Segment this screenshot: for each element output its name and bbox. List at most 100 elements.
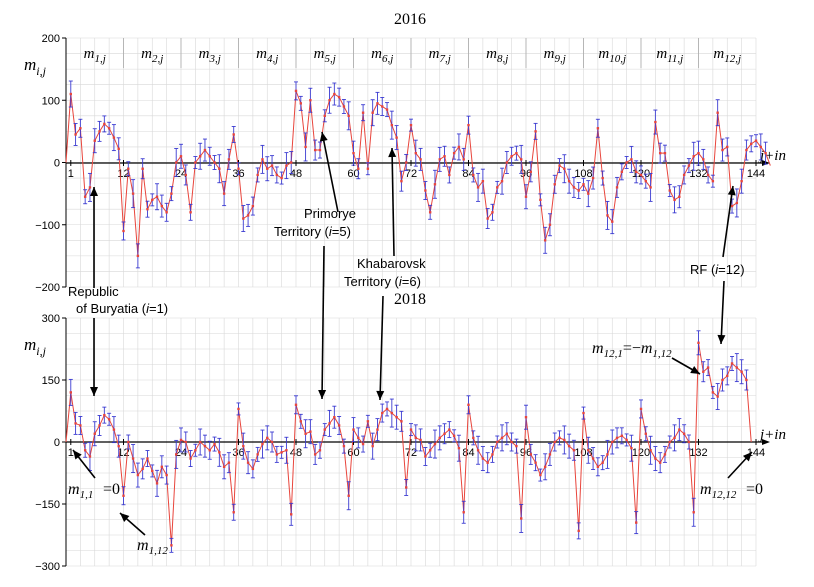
data-point <box>390 123 394 127</box>
arrow-shaft <box>722 185 734 258</box>
data-point <box>668 440 671 444</box>
data-point <box>107 127 111 130</box>
data-point <box>112 428 116 431</box>
data-point <box>615 436 619 440</box>
data-point <box>151 198 154 202</box>
data-point <box>93 432 96 435</box>
data-point <box>572 186 576 189</box>
arrow-primorye-up <box>319 131 339 213</box>
data-point <box>754 139 758 142</box>
arrow-head <box>90 187 98 196</box>
data-point <box>529 453 532 456</box>
data-point <box>414 436 417 440</box>
data-point <box>213 161 216 164</box>
data-point <box>376 102 379 105</box>
data-point <box>496 186 499 189</box>
data-point <box>294 89 298 93</box>
data-point <box>548 453 552 456</box>
data-point <box>98 130 101 133</box>
data-point <box>596 465 600 468</box>
data-point <box>107 418 111 421</box>
data-point <box>462 158 465 161</box>
arrow-head <box>742 452 752 462</box>
data-point <box>198 440 202 444</box>
data-point <box>543 239 547 242</box>
data-point <box>764 151 767 155</box>
arrow-khabarovsk-up <box>388 147 397 257</box>
data-point <box>371 444 374 448</box>
x-tick-label: 1 <box>68 447 74 459</box>
data-point <box>69 391 72 394</box>
data-point <box>405 486 408 489</box>
data-point <box>673 198 676 202</box>
data-point <box>328 422 331 425</box>
y-tick-label: 300 <box>42 313 60 325</box>
data-point <box>457 145 461 149</box>
data-point <box>127 167 130 170</box>
data-point <box>146 207 149 211</box>
data-point <box>476 449 480 452</box>
data-point <box>476 186 480 189</box>
data-point <box>663 151 667 155</box>
data-point <box>256 173 259 177</box>
data-point <box>539 198 542 202</box>
arrow-head <box>120 513 130 522</box>
data-point <box>730 362 734 365</box>
y-tick-label: −200 <box>35 282 60 294</box>
data-point <box>385 407 389 411</box>
x-axis-label: j+in <box>758 148 786 164</box>
annotation-khabarovsk: Territory (i=6) <box>344 274 421 289</box>
data-point <box>280 176 283 180</box>
arrow-head <box>376 390 385 400</box>
data-point <box>419 438 422 442</box>
data-point <box>261 158 264 161</box>
data-point <box>266 167 269 170</box>
x-tick-label: 60 <box>347 168 359 180</box>
data-point <box>457 447 461 450</box>
month-label: m9,j <box>544 46 566 65</box>
month-label: m11,j <box>656 46 683 65</box>
data-point <box>759 145 762 149</box>
chart-title: 2018 <box>394 291 426 308</box>
data-point <box>606 214 609 217</box>
data-point <box>687 164 691 167</box>
x-tick-label: 72 <box>405 168 417 180</box>
data-point <box>630 447 633 450</box>
data-point <box>625 438 628 442</box>
data-point <box>443 155 446 158</box>
data-point <box>682 432 686 435</box>
data-point <box>611 440 614 444</box>
data-point <box>558 164 561 167</box>
data-point <box>500 436 504 440</box>
data-point <box>127 440 130 444</box>
data-point <box>333 416 336 419</box>
data-point <box>491 453 494 456</box>
data-point <box>357 167 360 170</box>
annotation-primorye-1: Primorye <box>304 206 356 221</box>
data-point <box>342 444 346 448</box>
arrow-shaft <box>391 147 395 257</box>
month-label: m7,j <box>429 46 451 65</box>
data-point <box>290 513 293 516</box>
data-point <box>601 176 604 180</box>
arrow-m112 <box>119 512 146 536</box>
data-point <box>563 167 566 170</box>
arrow-head <box>690 366 700 374</box>
data-point <box>313 148 317 152</box>
data-point <box>318 148 322 152</box>
data-point <box>184 440 187 444</box>
data-point <box>218 451 221 454</box>
arrow-head <box>73 450 82 460</box>
data-point <box>721 378 724 382</box>
arrow-head <box>388 148 397 158</box>
data-point <box>160 465 164 468</box>
data-point <box>275 173 279 177</box>
x-tick-label: 144 <box>747 447 765 459</box>
data-point <box>261 442 264 446</box>
data-point <box>347 494 350 497</box>
data-point <box>730 204 734 208</box>
month-label: m2,j <box>141 46 163 65</box>
data-point <box>227 461 231 464</box>
data-point <box>615 186 619 189</box>
